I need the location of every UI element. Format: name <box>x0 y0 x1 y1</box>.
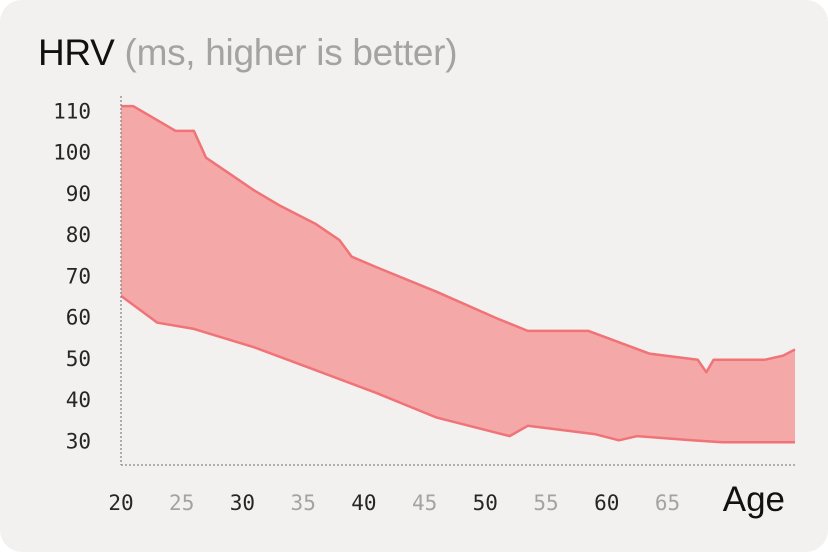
x-tick-label: 40 <box>351 491 376 515</box>
chart-title-main: HRV <box>38 32 115 73</box>
x-tick-label: 50 <box>473 491 498 515</box>
x-tick-label: 45 <box>412 491 437 515</box>
x-tick-label: 25 <box>169 491 194 515</box>
x-tick-label: 60 <box>594 491 619 515</box>
x-tick-label: 55 <box>533 491 558 515</box>
x-tick-label: 65 <box>655 491 680 515</box>
chart-title: HRV (ms, higher is better) <box>38 28 458 78</box>
y-tick-label: 90 <box>66 182 91 206</box>
y-tick-label: 50 <box>66 347 91 371</box>
lower-bound-line <box>120 294 795 444</box>
x-tick-label: 20 <box>108 491 133 515</box>
y-tick-label: 80 <box>66 223 91 247</box>
y-tick-label: 30 <box>66 429 91 453</box>
upper-bound-line <box>121 104 796 374</box>
x-axis-label: Age <box>723 480 785 519</box>
y-tick-label: 40 <box>66 388 91 412</box>
y-tick-label: 100 <box>53 141 91 165</box>
x-tick-label: 35 <box>291 491 316 515</box>
x-tick-label: 30 <box>230 491 255 515</box>
y-tick-label: 70 <box>66 264 91 288</box>
hrv-range-band <box>121 106 795 443</box>
y-tick-label: 60 <box>66 306 91 330</box>
y-tick-label: 110 <box>53 99 91 123</box>
chart-title-unit: (ms, higher is better) <box>124 32 458 73</box>
